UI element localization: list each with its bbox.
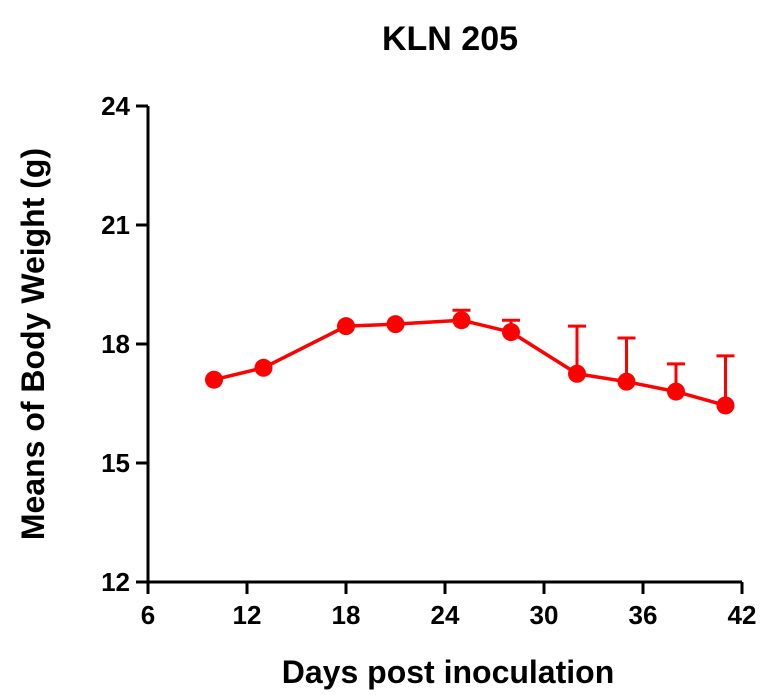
data-point — [716, 396, 735, 415]
data-point — [386, 315, 405, 334]
y-tick-label: 24 — [101, 91, 130, 121]
data-point — [502, 323, 520, 342]
chart-title: KLN 205 — [382, 20, 518, 58]
x-axis-label: Days post inoculation — [282, 654, 614, 690]
x-tick-label: 30 — [530, 600, 559, 630]
data-point — [568, 364, 586, 383]
data-point — [667, 382, 685, 401]
data-point — [254, 358, 273, 377]
data-point — [205, 370, 223, 389]
x-tick-label: 36 — [629, 600, 658, 630]
y-axis-label: Means of Body Weight (g) — [15, 148, 51, 540]
data-point — [337, 317, 355, 336]
y-tick-label: 12 — [101, 567, 130, 597]
data-point — [617, 372, 636, 391]
axes: 12 15 18 21 24 6 12 18 24 30 36 42 — [101, 91, 756, 630]
data-point — [452, 311, 471, 330]
y-tick-label: 15 — [101, 448, 130, 478]
x-tick-label: 24 — [431, 600, 460, 630]
x-tick-label: 12 — [233, 600, 262, 630]
x-tick-label: 6 — [141, 600, 155, 630]
x-tick-label: 42 — [728, 600, 757, 630]
error-bars — [452, 308, 735, 406]
data-series — [205, 311, 735, 415]
y-tick-label: 21 — [101, 210, 130, 240]
y-tick-label: 18 — [101, 329, 130, 359]
series-line — [213, 318, 726, 408]
x-tick-label: 18 — [332, 600, 361, 630]
